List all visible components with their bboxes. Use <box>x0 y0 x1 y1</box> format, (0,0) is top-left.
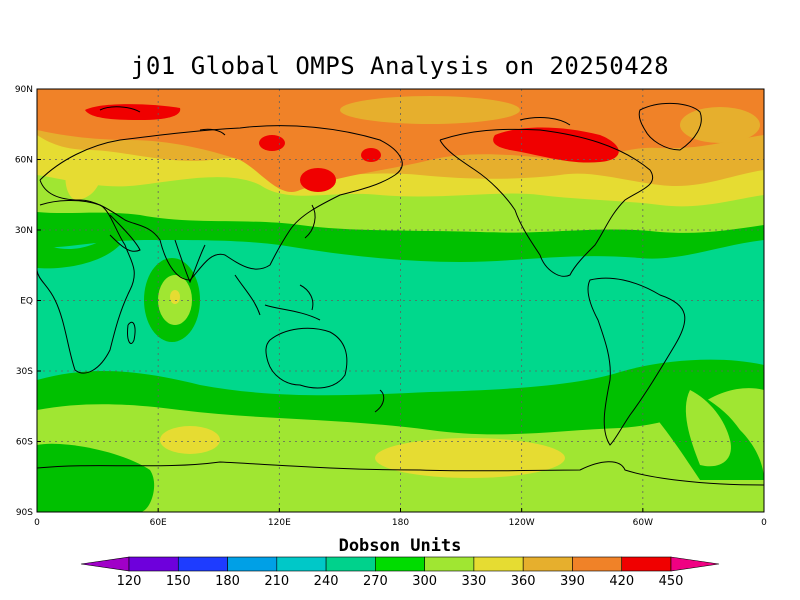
page-title: j01 Global OMPS Analysis on 20250428 <box>130 52 670 80</box>
lon-tick-label: 180 <box>392 518 409 528</box>
colorbar-title: Dobson Units <box>338 536 462 556</box>
colorbar-label: 360 <box>511 574 536 589</box>
patch-450-siberia-b <box>300 168 336 192</box>
band-300-tropics-west <box>37 235 120 269</box>
patch-360-indian <box>170 290 180 304</box>
graticule <box>37 89 764 512</box>
latitude-axis: 90N 60N 30N EQ 30S 60S 90S <box>15 85 41 518</box>
colorbar-segment <box>375 556 425 572</box>
patch-450-canada <box>493 127 619 163</box>
band-300-tongue <box>37 443 155 512</box>
colorbar-segment <box>473 556 524 572</box>
coast-arabia <box>109 214 141 252</box>
patch-450-siberia-c <box>361 148 381 162</box>
lat-tick-label: 90S <box>16 508 33 518</box>
coast-madagascar <box>127 321 136 344</box>
colorbar: 120 150 180 210 240 270 300 330 360 390 420 450 <box>80 556 720 589</box>
colorbar-label: 240 <box>314 574 339 589</box>
colorbar-label: 270 <box>363 574 388 589</box>
colorbar-label: 300 <box>412 574 437 589</box>
colorbar-label: 180 <box>215 574 240 589</box>
patch-390-arctic <box>340 96 520 124</box>
coast-africa <box>37 200 135 374</box>
colorbar-label: 390 <box>560 574 585 589</box>
colorbar-segment <box>227 556 278 572</box>
lon-tick-label: 0 <box>34 518 40 528</box>
coast-greenland <box>638 102 702 151</box>
patch-360-south-a <box>160 426 220 454</box>
lon-tick-label: 60W <box>633 518 653 528</box>
colorbar-segment <box>424 556 475 572</box>
lat-tick-label: 60N <box>15 156 33 166</box>
colorbar-segment <box>325 556 376 572</box>
patch-360-south-b <box>375 438 565 478</box>
coast-se-asia <box>234 274 321 321</box>
coast-eurasia <box>39 125 403 281</box>
coastlines <box>37 102 764 486</box>
longitude-axis: 0 60E 120E 180 120W 60W 0 <box>34 508 767 528</box>
lat-tick-label: 30S <box>16 367 33 377</box>
lat-tick-label: 30N <box>15 226 33 236</box>
colorbar-label: 420 <box>609 574 634 589</box>
coast-japan <box>304 204 316 239</box>
ozone-field <box>37 89 764 512</box>
colorbar-label: 150 <box>166 574 191 589</box>
colorbar-segment <box>80 556 130 572</box>
lon-tick-label: 0 <box>761 518 767 528</box>
colorbar-segment <box>128 556 179 572</box>
patch-360-europe <box>65 152 101 200</box>
band-420-north <box>37 89 764 193</box>
coast-australia <box>265 327 348 389</box>
lat-tick-label: EQ <box>20 297 33 307</box>
colorbar-segment <box>177 556 228 572</box>
coast-newzealand <box>374 389 385 413</box>
patch-450-arctic-west <box>85 104 181 120</box>
lon-tick-label: 120W <box>509 518 535 528</box>
lon-tick-label: 120E <box>268 518 291 528</box>
lon-tick-label: 60E <box>150 518 167 528</box>
patch-450-siberia-a <box>259 135 285 151</box>
colorbar-label: 450 <box>659 574 684 589</box>
coast-north-america <box>439 128 653 277</box>
coast-south-america <box>587 277 686 446</box>
lat-tick-label: 60S <box>16 438 33 448</box>
coast-antarctica <box>37 461 764 486</box>
colorbar-label: 330 <box>461 574 486 589</box>
coast-arctic-islands <box>99 106 571 136</box>
colorbar-segment <box>522 556 573 572</box>
band-330-southeast <box>685 390 731 467</box>
colorbar-segment <box>621 556 672 572</box>
colorbar-segment <box>670 556 720 572</box>
colorbar-segment <box>276 556 327 572</box>
colorbar-segment <box>572 556 623 572</box>
lat-tick-label: 90N <box>15 85 33 95</box>
patch-390-east <box>680 107 760 143</box>
colorbar-label: 210 <box>264 574 289 589</box>
colorbar-label: 120 <box>117 574 142 589</box>
coast-india <box>174 239 206 284</box>
